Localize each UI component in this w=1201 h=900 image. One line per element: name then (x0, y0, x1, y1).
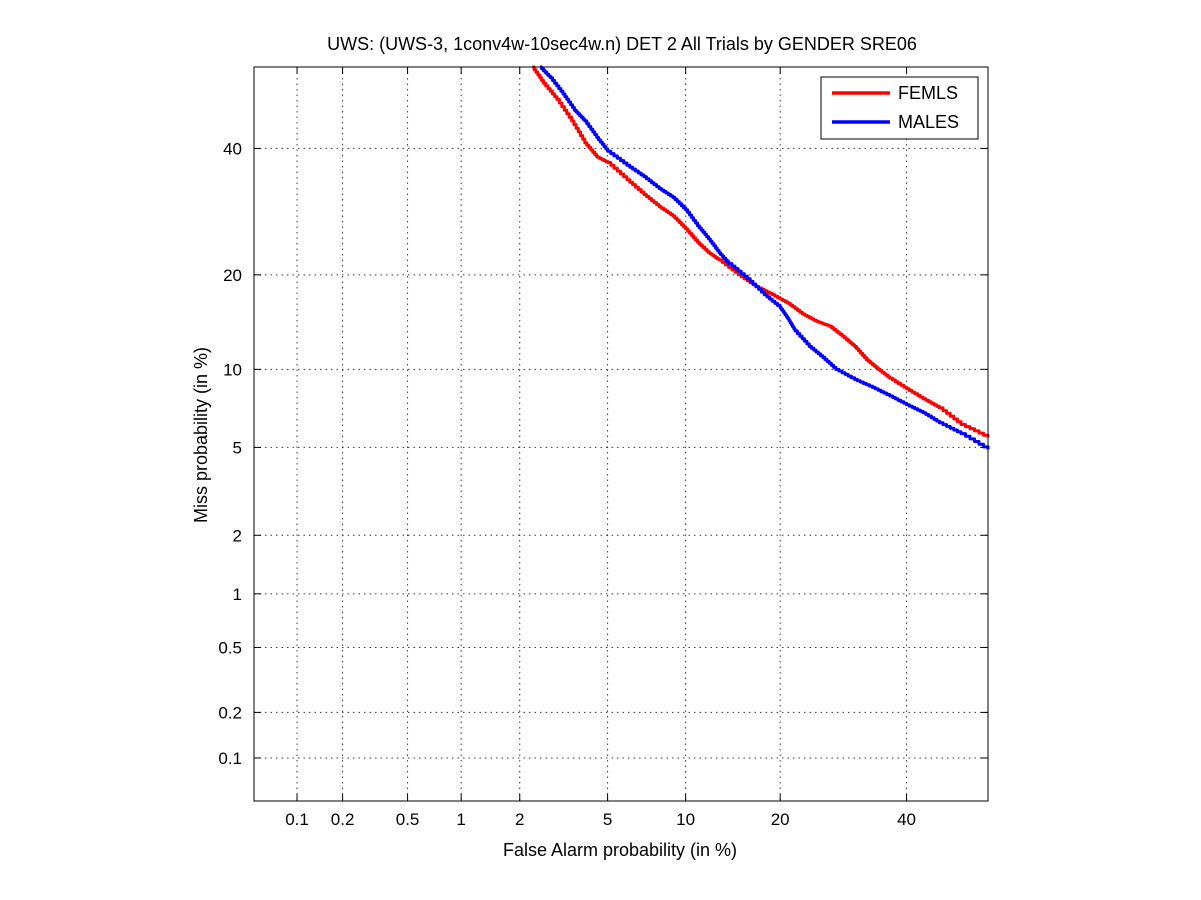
y-axis-label: Miss probability (in %) (191, 347, 211, 523)
legend-label-males: MALES (898, 112, 959, 132)
axes-box (253, 66, 989, 802)
y-tick-label: 0.2 (218, 703, 242, 722)
x-tick-label: 40 (897, 810, 916, 829)
series-line-femls (532, 65, 990, 438)
x-tick-label: 1 (456, 810, 465, 829)
legend: FEMLS MALES (820, 76, 979, 140)
x-tick-label: 5 (603, 810, 612, 829)
y-tick-label: 5 (233, 438, 242, 457)
series-line-males (539, 65, 990, 450)
x-tick-label: 0.1 (285, 810, 309, 829)
x-tick-label: 10 (676, 810, 695, 829)
y-tick-label: 10 (223, 360, 242, 379)
ticks: 0.1 0.2 0.5 1 2 5 10 20 40 0.1 0.2 0.5 1 2 5 10 20 40 (218, 67, 988, 829)
legend-label-femls: FEMLS (898, 83, 958, 103)
series-layer (532, 65, 990, 450)
x-axis-label: False Alarm probability (in %) (503, 840, 737, 860)
y-tick-label: 0.5 (218, 638, 242, 657)
y-tick-label: 0.1 (218, 749, 242, 768)
x-tick-label: 0.2 (331, 810, 355, 829)
grid (254, 67, 988, 801)
y-tick-label: 1 (233, 585, 242, 604)
x-tick-label: 0.5 (396, 810, 420, 829)
y-tick-label: 20 (223, 266, 242, 285)
x-tick-label: 2 (515, 810, 524, 829)
legend-box (820, 76, 979, 140)
y-tick-label: 2 (233, 526, 242, 545)
y-tick-label: 40 (223, 139, 242, 158)
chart-title: UWS: (UWS-3, 1conv4w-10sec4w.n) DET 2 Al… (327, 34, 917, 54)
x-tick-label: 20 (771, 810, 790, 829)
